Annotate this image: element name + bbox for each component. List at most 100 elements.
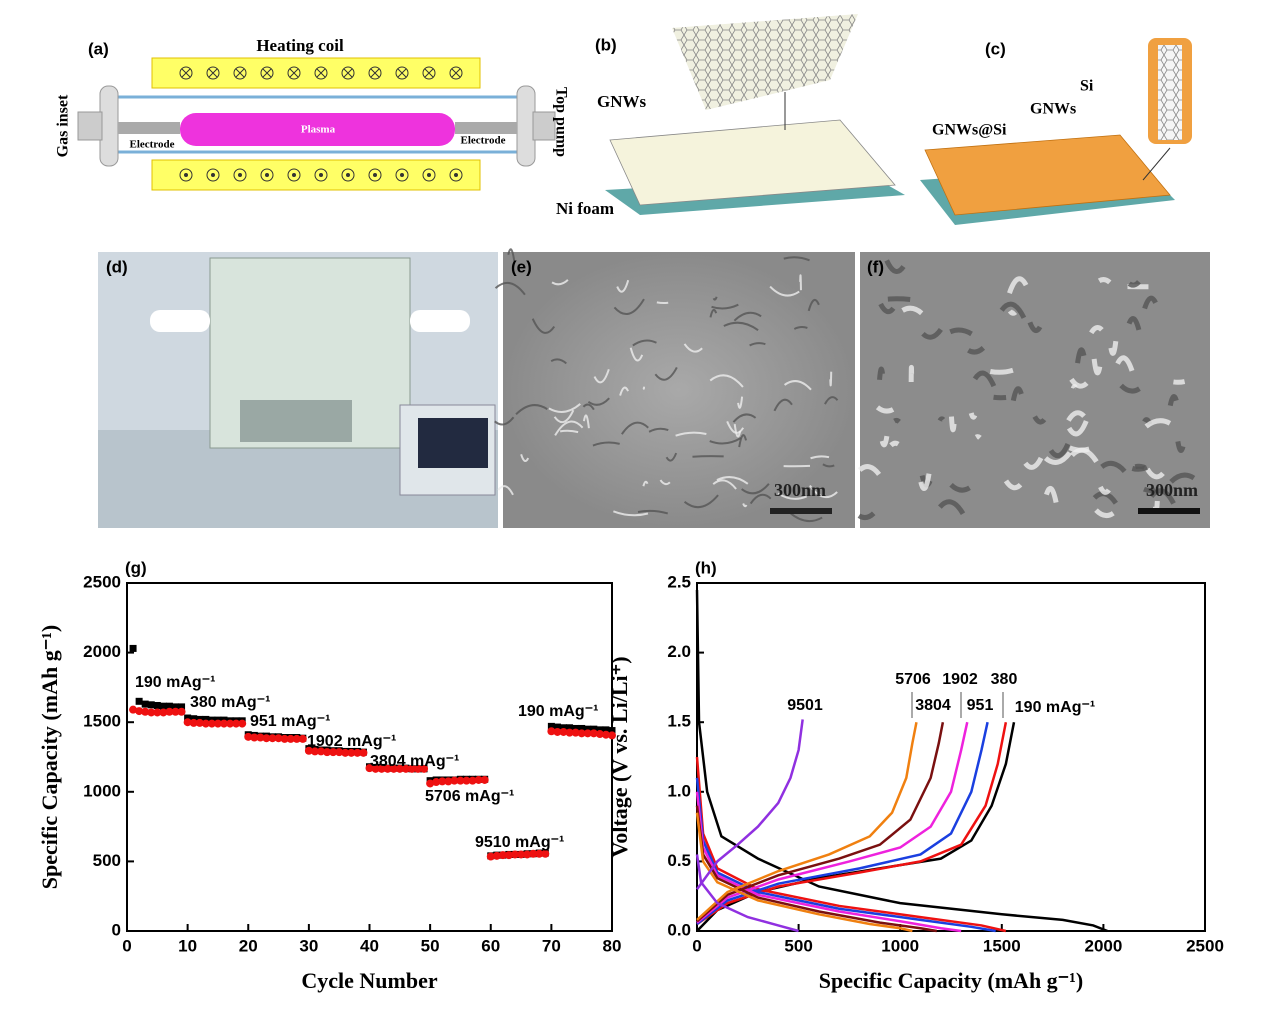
sem-flake: [877, 366, 885, 381]
coil-symbol: [427, 173, 431, 177]
point: [498, 851, 507, 860]
sem-flake: [749, 493, 772, 505]
sem-flake: [582, 403, 595, 411]
point: [129, 644, 137, 652]
y-tick-label: 1.5: [667, 712, 691, 731]
sem-flake: [974, 434, 982, 440]
controller: [240, 400, 352, 442]
point: [177, 707, 186, 716]
sem-flake: [738, 434, 747, 448]
y-tick-label: 1.0: [667, 781, 691, 800]
point: [523, 850, 532, 859]
label: Gas inset: [55, 94, 72, 157]
point: [486, 852, 495, 861]
sem-flake: [550, 358, 567, 365]
label: Ni foam: [556, 199, 614, 218]
point: [596, 726, 604, 734]
sem-flake: [1070, 384, 1078, 390]
x-axis-title: Specific Capacity (mAh g⁻¹): [819, 968, 1083, 993]
sem-flake: [613, 510, 649, 517]
sem-flake: [824, 396, 839, 405]
sem-overlays: (e) 300nm (f) 300nm: [511, 257, 1200, 514]
plasma: [180, 113, 455, 146]
x-axis-title: Cycle Number: [301, 968, 437, 993]
walls: [924, 134, 1171, 216]
annotation: 1902 mAg⁻¹: [307, 733, 396, 750]
series-label: 3804: [915, 697, 951, 714]
sem-flake: [582, 414, 590, 429]
sem-flake: [967, 345, 986, 355]
point: [189, 718, 198, 727]
point: [172, 703, 179, 711]
sem-flake: [1115, 355, 1135, 372]
point: [165, 702, 173, 710]
point: [395, 764, 404, 773]
sem-flake: [712, 296, 718, 301]
sem-flake: [1069, 377, 1089, 389]
y-tick-label: 500: [93, 851, 121, 870]
point: [578, 724, 586, 732]
label: Heating coil: [256, 36, 344, 55]
x-tick-label: 0: [122, 936, 131, 955]
sem-flake: [709, 374, 744, 388]
point: [572, 724, 580, 732]
sem-flake: [520, 453, 530, 462]
coil-symbol: [233, 168, 247, 182]
sem-flake: [683, 343, 703, 353]
sem-flake: [921, 327, 943, 340]
sem-flake: [616, 279, 630, 293]
y-axis-title: Specific Capacity (mAh g⁻¹): [37, 625, 62, 889]
point: [226, 719, 235, 728]
point: [456, 776, 465, 785]
sem-flake: [948, 416, 957, 433]
annotation: 190 mAg⁻¹: [518, 703, 598, 720]
sem-flake: [968, 412, 978, 420]
point: [608, 731, 616, 740]
sem-flake: [1089, 325, 1104, 335]
x-tick-label: 70: [542, 936, 561, 955]
plot-frame: [696, 582, 1206, 932]
sem-flake: [592, 441, 620, 447]
coil-symbol: [289, 68, 299, 78]
label: Plasma: [301, 124, 336, 136]
point: [286, 734, 295, 743]
sem-flake: [1149, 488, 1176, 505]
sem-flake: [1142, 295, 1158, 310]
point: [171, 707, 180, 716]
x-tick-label: 30: [299, 936, 318, 955]
coil-symbol: [400, 173, 404, 177]
coil-symbol: [395, 66, 409, 80]
point: [474, 775, 483, 784]
coil-symbol: [424, 68, 434, 78]
point: [341, 748, 350, 757]
screen: [418, 418, 488, 468]
sem-flake: [901, 305, 924, 316]
point: [444, 777, 453, 786]
sem-flake: [1007, 276, 1029, 294]
point: [135, 697, 143, 705]
arrow: [1142, 147, 1171, 181]
point: [232, 719, 241, 728]
x-tick-label: 2500: [1186, 936, 1224, 955]
point: [190, 715, 198, 723]
sem-flake: [1127, 279, 1141, 288]
series-label: 190 mAg⁻¹: [1015, 699, 1095, 716]
sem-flake: [1131, 465, 1148, 472]
point: [407, 764, 416, 773]
label: Si: [1080, 78, 1094, 95]
annotation: 380 mAg⁻¹: [190, 694, 270, 711]
sem-flake: [1066, 410, 1086, 422]
point: [359, 748, 368, 757]
coil-symbol: [368, 66, 382, 80]
x-tick-label: 40: [360, 936, 379, 955]
coil-symbol: [208, 68, 218, 78]
sem-flake: [548, 403, 581, 413]
series-label: 951: [967, 697, 994, 714]
panel-label: (c): [985, 39, 1006, 58]
sem-flake: [659, 479, 671, 486]
annotation: 951 mAg⁻¹: [250, 713, 330, 730]
sem-flake: [1173, 379, 1186, 385]
point: [571, 728, 580, 737]
series-label: 9501: [787, 697, 823, 714]
coil-symbol: [422, 168, 436, 182]
